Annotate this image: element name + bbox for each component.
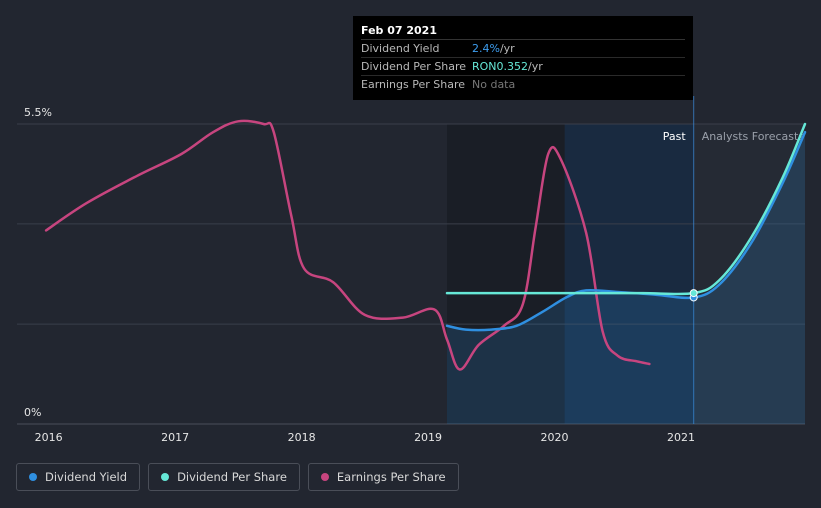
tooltip-row-dividend-per-share: Dividend Per Share RON0.352 /yr bbox=[361, 58, 685, 76]
legend-dot-icon bbox=[320, 473, 329, 481]
tooltip-unit: /yr bbox=[528, 60, 543, 73]
tooltip-row-dividend-yield: Dividend Yield 2.4% /yr bbox=[361, 40, 685, 58]
earnings-per-share-line bbox=[44, 119, 651, 371]
chart-legend: Dividend Yield Dividend Per Share Earnin… bbox=[16, 463, 459, 491]
tooltip-label: Dividend Yield bbox=[361, 42, 440, 55]
y-tick-label: 5.5% bbox=[24, 106, 52, 119]
tooltip-value: 2.4% bbox=[472, 42, 500, 55]
legend-label: Dividend Yield bbox=[45, 470, 128, 484]
legend-label: Dividend Per Share bbox=[177, 470, 287, 484]
dividend-per-share-line bbox=[445, 122, 807, 296]
tooltip-date: Feb 07 2021 bbox=[361, 22, 685, 40]
x-tick-label: 2019 bbox=[414, 431, 442, 444]
legend-earnings-per-share[interactable]: Earnings Per Share bbox=[307, 463, 459, 491]
tooltip-row-earnings-per-share: Earnings Per Share No data bbox=[361, 76, 685, 93]
tooltip-value: No data bbox=[472, 78, 516, 91]
tooltip-unit: /yr bbox=[499, 42, 515, 55]
past-highlight-region bbox=[564, 124, 694, 424]
past-label: Past bbox=[663, 130, 687, 143]
legend-dividend-per-share[interactable]: Dividend Per Share bbox=[148, 463, 300, 491]
forecast-label: Analysts Forecasts bbox=[702, 130, 805, 143]
legend-dot-icon bbox=[161, 473, 170, 481]
x-tick-label: 2021 bbox=[667, 431, 695, 444]
x-tick-label: 2017 bbox=[161, 431, 189, 444]
tooltip-value: RON0.352 bbox=[472, 60, 529, 73]
x-tick-label: 2020 bbox=[541, 431, 569, 444]
tooltip-label: Dividend Per Share bbox=[361, 60, 467, 73]
y-tick-label: 0% bbox=[24, 406, 41, 419]
legend-dividend-yield[interactable]: Dividend Yield bbox=[16, 463, 141, 491]
x-tick-label: 2018 bbox=[288, 431, 316, 444]
dividend-per-share-marker bbox=[689, 289, 698, 298]
legend-label: Earnings Per Share bbox=[336, 470, 446, 484]
x-tick-label: 2016 bbox=[35, 431, 63, 444]
dividend-yield-line bbox=[445, 130, 807, 332]
tooltip-label: Earnings Per Share bbox=[361, 78, 466, 91]
dividend-yield-area bbox=[447, 132, 805, 424]
legend-dot-icon bbox=[29, 473, 37, 481]
chart-tooltip: Feb 07 2021 Dividend Yield 2.4% /yr Divi… bbox=[353, 16, 693, 100]
